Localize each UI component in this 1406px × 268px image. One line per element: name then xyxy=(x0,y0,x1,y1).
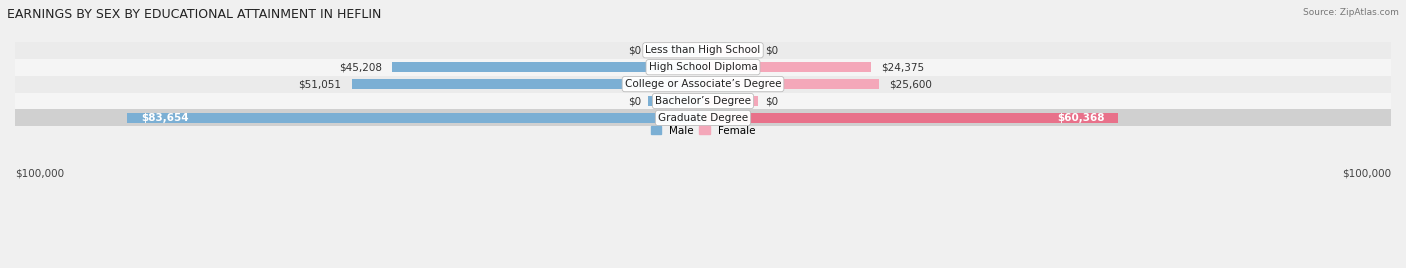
Bar xyxy=(392,62,703,72)
Bar xyxy=(703,79,879,89)
Text: Graduate Degree: Graduate Degree xyxy=(658,113,748,123)
Bar xyxy=(352,79,703,89)
Text: $83,654: $83,654 xyxy=(141,113,188,123)
Bar xyxy=(703,96,758,106)
Text: $0: $0 xyxy=(765,96,778,106)
Bar xyxy=(15,110,1391,126)
Bar xyxy=(15,76,1391,92)
Text: $45,208: $45,208 xyxy=(339,62,381,72)
Legend: Male, Female: Male, Female xyxy=(647,121,759,140)
Bar xyxy=(648,96,703,106)
Bar xyxy=(703,45,758,55)
Text: Less than High School: Less than High School xyxy=(645,45,761,55)
Text: $51,051: $51,051 xyxy=(298,79,342,89)
Bar xyxy=(15,42,1391,59)
Text: $0: $0 xyxy=(765,45,778,55)
Text: $0: $0 xyxy=(628,96,641,106)
Text: $60,368: $60,368 xyxy=(1057,113,1105,123)
Text: EARNINGS BY SEX BY EDUCATIONAL ATTAINMENT IN HEFLIN: EARNINGS BY SEX BY EDUCATIONAL ATTAINMEN… xyxy=(7,8,381,21)
Bar xyxy=(648,45,703,55)
Text: $100,000: $100,000 xyxy=(1341,169,1391,179)
Bar xyxy=(128,113,703,123)
Bar xyxy=(703,62,870,72)
Text: College or Associate’s Degree: College or Associate’s Degree xyxy=(624,79,782,89)
Text: Bachelor’s Degree: Bachelor’s Degree xyxy=(655,96,751,106)
Text: $24,375: $24,375 xyxy=(882,62,924,72)
Text: $100,000: $100,000 xyxy=(15,169,65,179)
Text: $0: $0 xyxy=(628,45,641,55)
Bar xyxy=(703,113,1118,123)
Text: High School Diploma: High School Diploma xyxy=(648,62,758,72)
Bar xyxy=(15,92,1391,110)
Text: Source: ZipAtlas.com: Source: ZipAtlas.com xyxy=(1303,8,1399,17)
Bar xyxy=(15,59,1391,76)
Text: $25,600: $25,600 xyxy=(890,79,932,89)
